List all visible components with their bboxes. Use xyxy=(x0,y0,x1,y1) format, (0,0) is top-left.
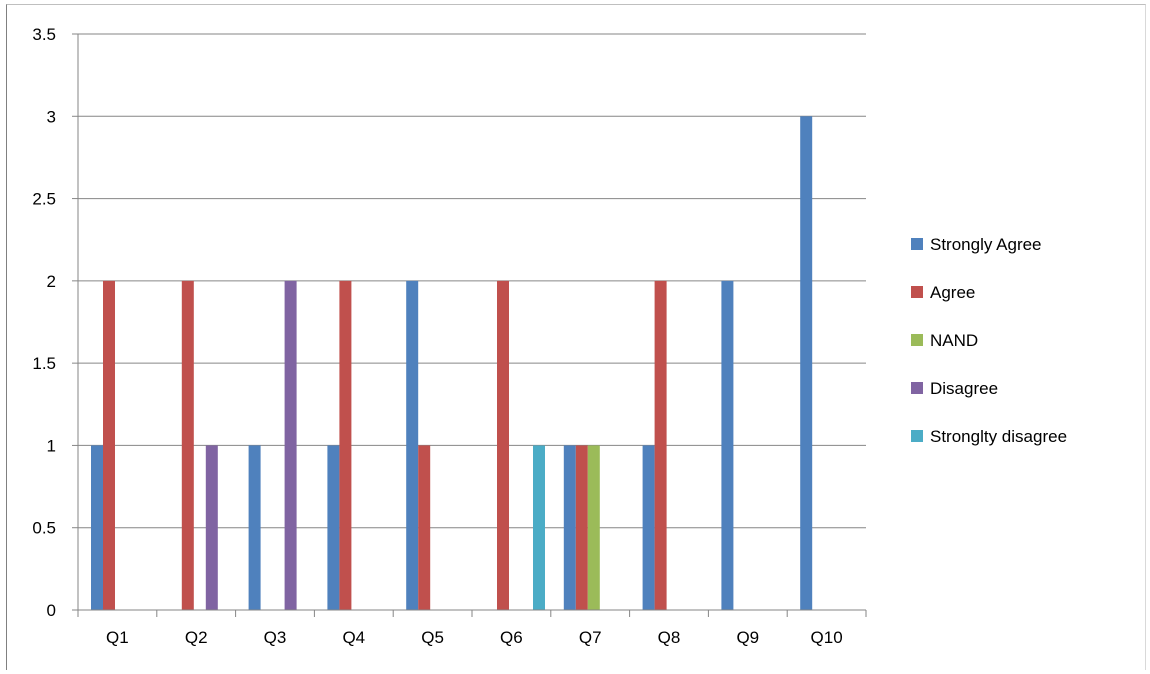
x-tick-label: Q3 xyxy=(264,628,287,647)
legend-swatch xyxy=(911,238,923,250)
bar-q6-series-5 xyxy=(533,445,545,610)
bar-q1-series-2 xyxy=(103,280,115,610)
bar-q8-series-2 xyxy=(654,280,667,610)
bar-q4-series-1 xyxy=(327,445,340,610)
legend-swatch xyxy=(911,430,923,442)
legend-swatch xyxy=(911,334,923,346)
legend-label: Strongly Agree xyxy=(930,235,1042,254)
legend-label: Agree xyxy=(930,283,975,302)
x-tick-label: Q8 xyxy=(658,628,681,647)
x-tick-label: Q5 xyxy=(421,628,444,647)
x-tick-label: Q1 xyxy=(106,628,129,647)
y-tick-label: 3.5 xyxy=(32,25,56,44)
x-tick-label: Q9 xyxy=(736,628,759,647)
x-tick-label: Q4 xyxy=(342,628,365,647)
bar-q3-series-4 xyxy=(284,280,297,610)
bar-q9-series-1 xyxy=(721,280,734,610)
bar-q5-series-1 xyxy=(406,280,419,610)
legend-label: Strongltу disagree xyxy=(930,427,1067,446)
y-tick-label: 1.5 xyxy=(32,354,56,373)
y-tick-label: 0 xyxy=(47,601,56,620)
bar-q7-series-1 xyxy=(563,445,576,610)
legend-swatch xyxy=(911,382,923,394)
legend-label: Disagree xyxy=(930,379,998,398)
bar-q10-series-1 xyxy=(800,116,813,611)
y-tick-label: 2 xyxy=(47,272,56,291)
legend-label: NAND xyxy=(930,331,978,350)
bar-q4-series-2 xyxy=(339,280,352,610)
bar-q6-series-2 xyxy=(497,280,509,610)
x-tick-label: Q2 xyxy=(185,628,208,647)
bar-q8-series-1 xyxy=(642,445,655,610)
bar-q1-series-1 xyxy=(91,445,103,610)
x-tick-label: Q10 xyxy=(811,628,843,647)
chart-frame xyxy=(6,4,1146,670)
bar-q7-series-2 xyxy=(575,445,588,610)
legend: Strongly Agree Agree NAND Disagree Strongltу… xyxy=(911,235,1067,446)
y-tick-label: 1 xyxy=(47,436,56,455)
y-tick-label: 2.5 xyxy=(32,190,56,209)
legend-swatch xyxy=(911,286,923,298)
x-tick-label: Q7 xyxy=(579,628,602,647)
bar-q3-series-1 xyxy=(248,445,261,610)
bar-q2-series-2 xyxy=(181,280,194,610)
y-tick-label: 0.5 xyxy=(32,519,56,538)
bar-q2-series-4 xyxy=(205,445,218,610)
axes: 0 0.5 1 1.5 2 2.5 3 3.5 Q1 Q2 Q3 Q4 Q5 Q6 Q7 Q8 Q9 Q10 xyxy=(32,25,867,647)
bar-q5-series-2 xyxy=(418,445,431,610)
bar-q7-series-3 xyxy=(587,445,600,610)
gridlines xyxy=(78,33,866,529)
bars xyxy=(91,116,813,611)
x-tick-label: Q6 xyxy=(500,628,523,647)
y-tick-label: 3 xyxy=(47,107,56,126)
